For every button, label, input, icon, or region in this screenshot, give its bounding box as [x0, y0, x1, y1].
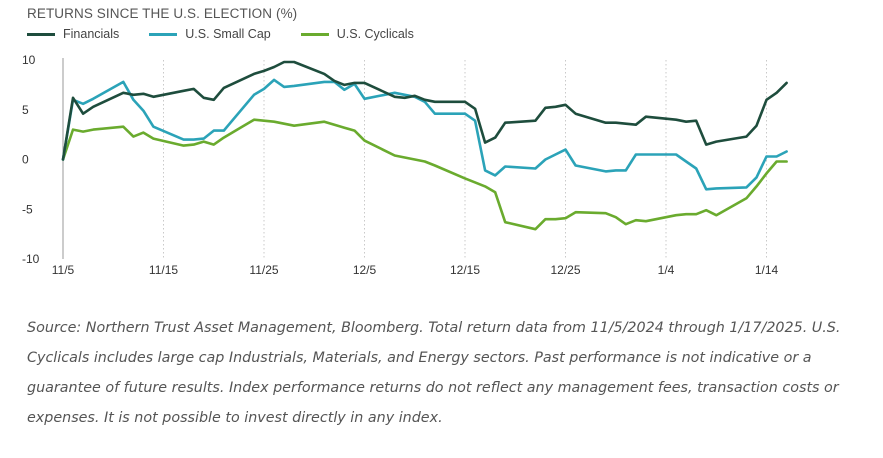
- series-line-small-cap: [61, 78, 788, 191]
- x-tick-label-6: 1/4: [658, 263, 675, 277]
- x-tick-label-0: 11/5: [52, 263, 75, 277]
- y-tick-label-1: 5: [22, 103, 29, 117]
- legend-swatch-financials: [27, 32, 55, 36]
- x-tick-label-7: 1/14: [755, 263, 779, 277]
- x-tick-label-3: 12/5: [353, 263, 377, 277]
- line-chart: 10 5 0 -5 -10 11/5 11/15 11/25 12/5 12/15 12/25 1/4…: [22, 53, 788, 277]
- x-tick-label-1: 11/15: [149, 263, 178, 277]
- source-caption: Source: Northern Trust Asset Management,…: [27, 320, 841, 426]
- x-tick-label-4: 12/15: [450, 263, 480, 277]
- chart-title: RETURNS SINCE THE U.S. ELECTION (%): [27, 6, 298, 21]
- x-tick-label-5: 12/25: [550, 263, 580, 277]
- y-tick-label-4: -10: [22, 252, 40, 266]
- legend-label-financials: Financials: [63, 27, 120, 41]
- y-tick-label-2: 0: [22, 153, 29, 167]
- y-tick-label-3: -5: [22, 202, 33, 216]
- legend-swatch-cyclicals: [300, 32, 329, 36]
- legend-label-small-cap: U.S. Small Cap: [185, 27, 271, 41]
- series-line-cyclicals: [61, 118, 788, 231]
- legend-label-cyclicals: U.S. Cyclicals: [336, 27, 414, 41]
- y-tick-label-0: 10: [22, 53, 36, 67]
- legend-item-small-cap: U.S. Small Cap: [149, 27, 271, 41]
- legend-swatch-small-cap: [149, 32, 178, 36]
- series-line-financials: [61, 60, 788, 161]
- x-tick-label-2: 11/25: [249, 263, 278, 277]
- legend-item-cyclicals: U.S. Cyclicals: [300, 27, 414, 41]
- legend: Financials U.S. Small Cap U.S. Cyclicals: [27, 27, 444, 41]
- legend-item-financials: Financials: [27, 27, 119, 41]
